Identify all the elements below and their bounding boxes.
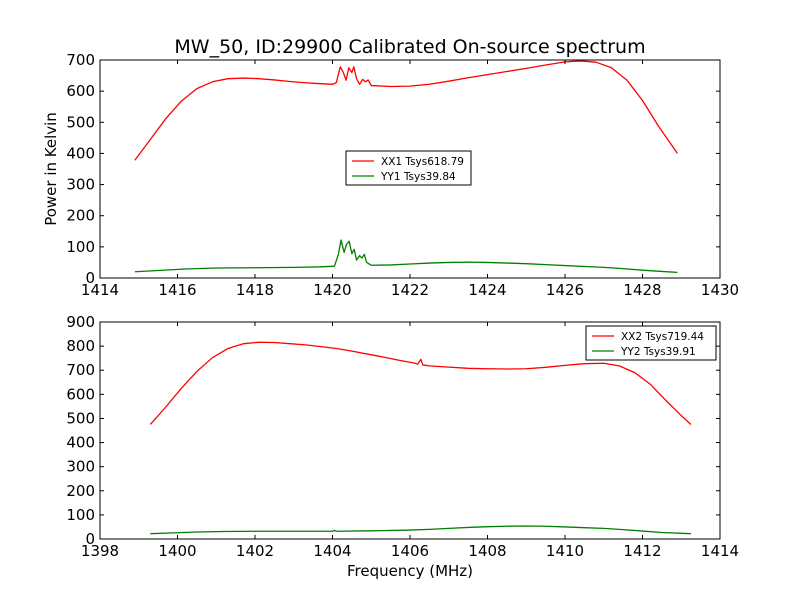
y-tick-label: 300 — [66, 458, 95, 476]
y-tick-label: 200 — [66, 482, 95, 500]
y-tick-label: 0 — [85, 269, 95, 287]
y-tick-label: 400 — [66, 434, 95, 452]
series-line-yy1 — [134, 239, 678, 274]
x-tick-label: 1426 — [546, 281, 584, 299]
series-line-xx2 — [149, 341, 692, 425]
x-tick-label: 1410 — [546, 542, 584, 560]
legend: XX1 Tsys618.79 YY1 Tsys39.84 — [345, 150, 472, 186]
x-tick-label: 1404 — [313, 542, 351, 560]
x-tick-label: 1414 — [81, 281, 119, 299]
y-tick-label: 100 — [66, 506, 95, 524]
x-tick-label: 1414 — [701, 542, 739, 560]
chart-title: MW_50, ID:29900 Calibrated On-source spe… — [174, 36, 645, 58]
x-tick-label: 1424 — [468, 281, 506, 299]
x-tick-label: 1402 — [236, 542, 274, 560]
legend-box — [585, 325, 717, 361]
y-tick-label: 500 — [66, 409, 95, 427]
x-tick-label: 1422 — [391, 281, 429, 299]
x-tick-label: 1428 — [623, 281, 661, 299]
legend-label: YY1 Tsys39.84 — [380, 171, 456, 183]
x-tick-label: 1430 — [701, 281, 739, 299]
legend-label: YY2 Tsys39.91 — [620, 346, 696, 358]
y-axis-title: Power in Kelvin — [42, 112, 60, 226]
y-tick-label: 700 — [66, 51, 95, 69]
top-plot: 1414 1416 1418 1420 1422 1424 1426 1428 1430 0 100… — [66, 51, 739, 299]
y-tick-label: 600 — [66, 385, 95, 403]
bottom-plot: 1398 1400 1402 1404 1406 1408 1410 1412 1414 0 100… — [66, 313, 739, 560]
x-tick-label: 1420 — [313, 281, 351, 299]
y-tick-label: 300 — [66, 176, 95, 194]
legend-label: XX2 Tsys719.44 — [621, 331, 704, 343]
legend: XX2 Tsys719.44 YY2 Tsys39.91 — [585, 325, 717, 361]
x-tick-label: 1408 — [468, 542, 506, 560]
series-line-xx1 — [134, 60, 678, 161]
y-tick-label: 900 — [66, 313, 95, 331]
legend-label: XX1 Tsys618.79 — [381, 156, 464, 168]
x-tick-label: 1412 — [623, 542, 661, 560]
y-tick-label: 100 — [66, 238, 95, 256]
series-line-yy2 — [150, 525, 691, 535]
x-tick-label: 1400 — [158, 542, 196, 560]
y-tick-label: 800 — [66, 337, 95, 355]
x-tick-label: 1406 — [391, 542, 429, 560]
x-tick-label: 1416 — [158, 281, 196, 299]
x-axis-title: Frequency (MHz) — [347, 562, 473, 580]
y-tick-label: 0 — [85, 530, 95, 548]
y-tick-label: 200 — [66, 207, 95, 225]
y-tick-label: 600 — [66, 82, 95, 100]
x-tick-label: 1398 — [81, 542, 119, 560]
y-tick-label: 400 — [66, 144, 95, 162]
y-tick-label: 700 — [66, 361, 95, 379]
legend-box — [345, 150, 472, 186]
y-tick-label: 500 — [66, 113, 95, 131]
x-tick-label: 1418 — [236, 281, 274, 299]
